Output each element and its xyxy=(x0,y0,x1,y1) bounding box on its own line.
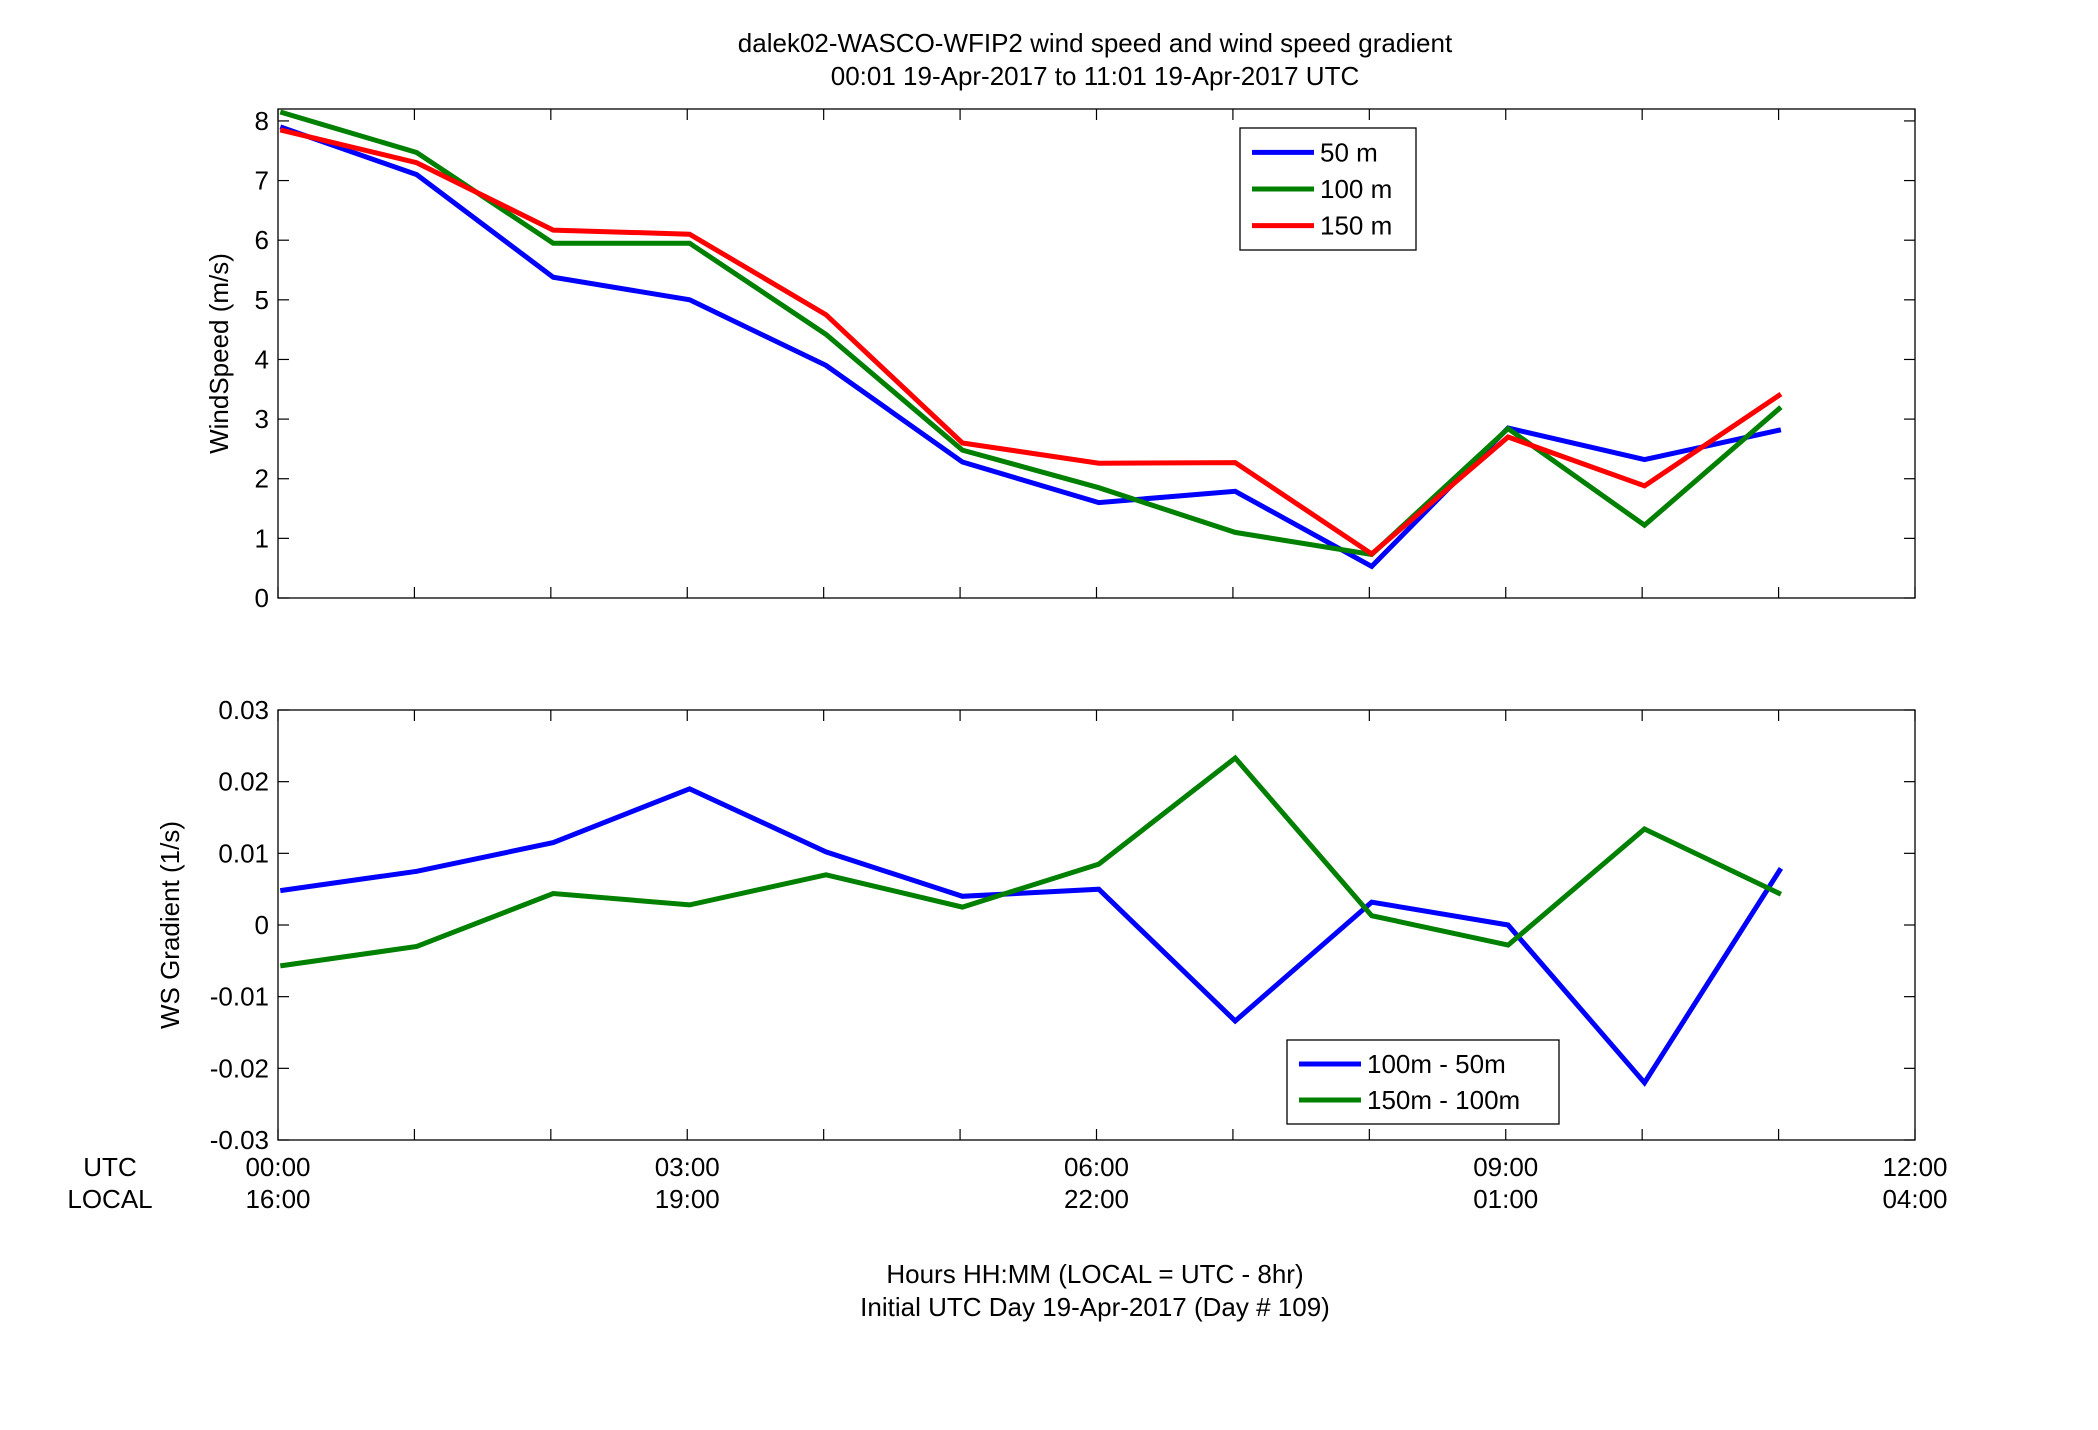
x-tick-label-utc: 09:00 xyxy=(1473,1152,1538,1182)
y-tick-label: 4 xyxy=(255,344,269,374)
y-tick-label: 0.02 xyxy=(218,767,269,797)
y-tick-label: 5 xyxy=(255,285,269,315)
x-axis-sublabel: Initial UTC Day 19-Apr-2017 (Day # 109) xyxy=(860,1292,1330,1322)
y-tick-label: 0 xyxy=(255,910,269,940)
legend-box xyxy=(1286,1039,1560,1125)
legend-label: 150m - 100m xyxy=(1367,1085,1520,1115)
y-tick-label: 0.03 xyxy=(218,695,269,725)
y-tick-label: 6 xyxy=(255,225,269,255)
x-tick-label-utc: 00:00 xyxy=(245,1152,310,1182)
legend-label: 100 m xyxy=(1320,174,1392,204)
x-tick-label-utc: 12:00 xyxy=(1882,1152,1947,1182)
series-line xyxy=(279,754,1782,969)
x-axis-label: Hours HH:MM (LOCAL = UTC - 8hr) xyxy=(886,1259,1303,1289)
legend: 100m - 50m 150m - 100m xyxy=(1286,1039,1560,1125)
y-axis-label: WS Gradient (1/s) xyxy=(155,821,185,1029)
series-line xyxy=(279,786,1784,1087)
legend-label: 150 m xyxy=(1320,211,1392,241)
y-tick-label: -0.02 xyxy=(210,1053,269,1083)
x-tick-label-local: 16:00 xyxy=(245,1184,310,1214)
y-tick-label: 8 xyxy=(255,106,269,136)
local-row-label: LOCAL xyxy=(67,1184,152,1214)
y-tick-label: -0.01 xyxy=(210,982,269,1012)
x-tick-label-local: 22:00 xyxy=(1064,1184,1129,1214)
x-tick-label-utc: 06:00 xyxy=(1064,1152,1129,1182)
gradient-panel: -0.03 -0.02 -0.01 0 0.01 0.02 0.03 WS Gradient … xyxy=(155,695,1916,1155)
windspeed-panel: 0 1 2 3 4 5 6 7 8 WindSpeed (m/s) 50 m 100 m 150 m xyxy=(204,106,1916,613)
x-tick-label-utc: 03:00 xyxy=(655,1152,720,1182)
chart-title: dalek02-WASCO-WFIP2 wind speed and wind … xyxy=(738,28,1453,58)
legend: 50 m 100 m 150 m xyxy=(1239,127,1417,251)
legend-label: 50 m xyxy=(1320,137,1378,167)
y-tick-label: 2 xyxy=(255,464,269,494)
y-axis-label: WindSpeed (m/s) xyxy=(204,253,234,454)
chart-subtitle: 00:01 19-Apr-2017 to 11:01 19-Apr-2017 U… xyxy=(831,61,1360,91)
plot-area xyxy=(277,709,1916,1141)
plot-area xyxy=(277,108,1916,599)
y-tick-label: -0.03 xyxy=(210,1125,269,1155)
y-tick-label: 1 xyxy=(255,523,269,553)
x-tick-label-local: 19:00 xyxy=(655,1184,720,1214)
y-tick-label: 3 xyxy=(255,404,269,434)
series-line xyxy=(279,124,1782,570)
y-tick-label: 7 xyxy=(255,166,269,196)
x-tick-label-local: 01:00 xyxy=(1473,1184,1538,1214)
series-line xyxy=(279,127,1783,558)
legend-label: 100m - 50m xyxy=(1367,1049,1506,1079)
y-tick-label: 0 xyxy=(255,583,269,613)
utc-row-label: UTC xyxy=(83,1152,136,1182)
x-tick-label-local: 04:00 xyxy=(1882,1184,1947,1214)
y-tick-label: 0.01 xyxy=(218,838,269,868)
